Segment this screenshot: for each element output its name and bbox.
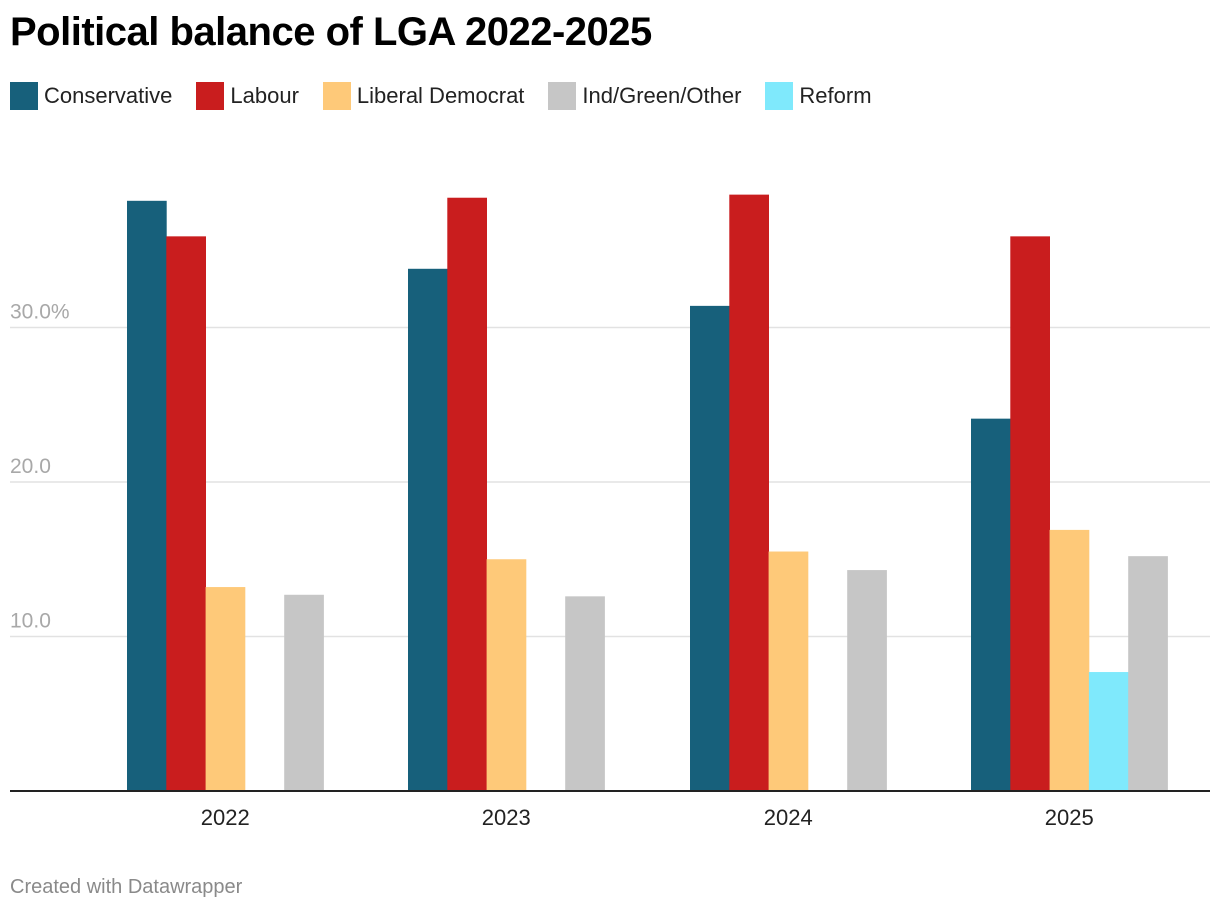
legend-item-liberal-democrat: Liberal Democrat (322, 82, 525, 110)
y-tick-label-20: 20.0 (10, 455, 51, 478)
legend: Conservative Labour Liberal Democrat Ind… (10, 82, 896, 110)
legend-label-reform: Reform (799, 83, 872, 108)
bar-conservative-2023 (408, 268, 448, 791)
x-tick-label-2023: 2023 (482, 805, 531, 830)
bar-ind-green-other-2024 (847, 570, 887, 791)
x-tick-label-2025: 2025 (1045, 805, 1094, 830)
bar-labour-2022 (166, 236, 206, 792)
x-tick-label-2022: 2022 (201, 805, 250, 830)
bar-conservative-2022 (127, 200, 167, 791)
bar-conservative-2025 (971, 418, 1011, 791)
legend-swatch-reform (765, 82, 794, 110)
legend-label-labour: Labour (230, 83, 299, 108)
bar-liberal-democrat-2023 (486, 559, 527, 791)
legend-item-reform: Reform (765, 82, 872, 110)
bar-liberal-democrat-2025 (1049, 529, 1090, 791)
chart-title: Political balance of LGA 2022-2025 (10, 10, 652, 54)
legend-item-ind-green-other: Ind/Green/Other (548, 82, 741, 110)
bar-liberal-democrat-2022 (205, 587, 246, 791)
credit-text: Created with Datawrapper (10, 876, 243, 898)
legend-swatch-conservative (10, 82, 38, 110)
bar-chart: 10.0 20.0 30.0% 2022 2023 2024 2025 (10, 194, 1210, 830)
legend-swatch-liberal-democrat (322, 82, 351, 110)
legend-item-conservative: Conservative (10, 82, 172, 110)
legend-label-ind-green-other: Ind/Green/Other (582, 83, 742, 108)
bar-labour-2023 (447, 197, 487, 792)
y-tick-label-30: 30.0% (10, 301, 70, 324)
bar-labour-2024 (729, 194, 769, 791)
bar-ind-green-other-2022 (284, 594, 324, 791)
bar-ind-green-other-2025 (1128, 556, 1168, 791)
legend-label-conservative: Conservative (44, 83, 173, 108)
bar-liberal-democrat-2024 (768, 551, 809, 791)
bar-reform-2025 (1088, 672, 1129, 791)
bar-conservative-2024 (690, 305, 730, 791)
legend-swatch-labour (196, 82, 225, 110)
y-tick-label-10: 10.0 (10, 610, 51, 633)
bar-labour-2025 (1010, 236, 1050, 792)
bar-ind-green-other-2023 (565, 596, 605, 791)
x-tick-label-2024: 2024 (764, 805, 813, 830)
legend-swatch-ind-green-other (548, 82, 577, 110)
legend-label-liberal-democrat: Liberal Democrat (356, 83, 525, 108)
legend-item-labour: Labour (196, 82, 299, 110)
